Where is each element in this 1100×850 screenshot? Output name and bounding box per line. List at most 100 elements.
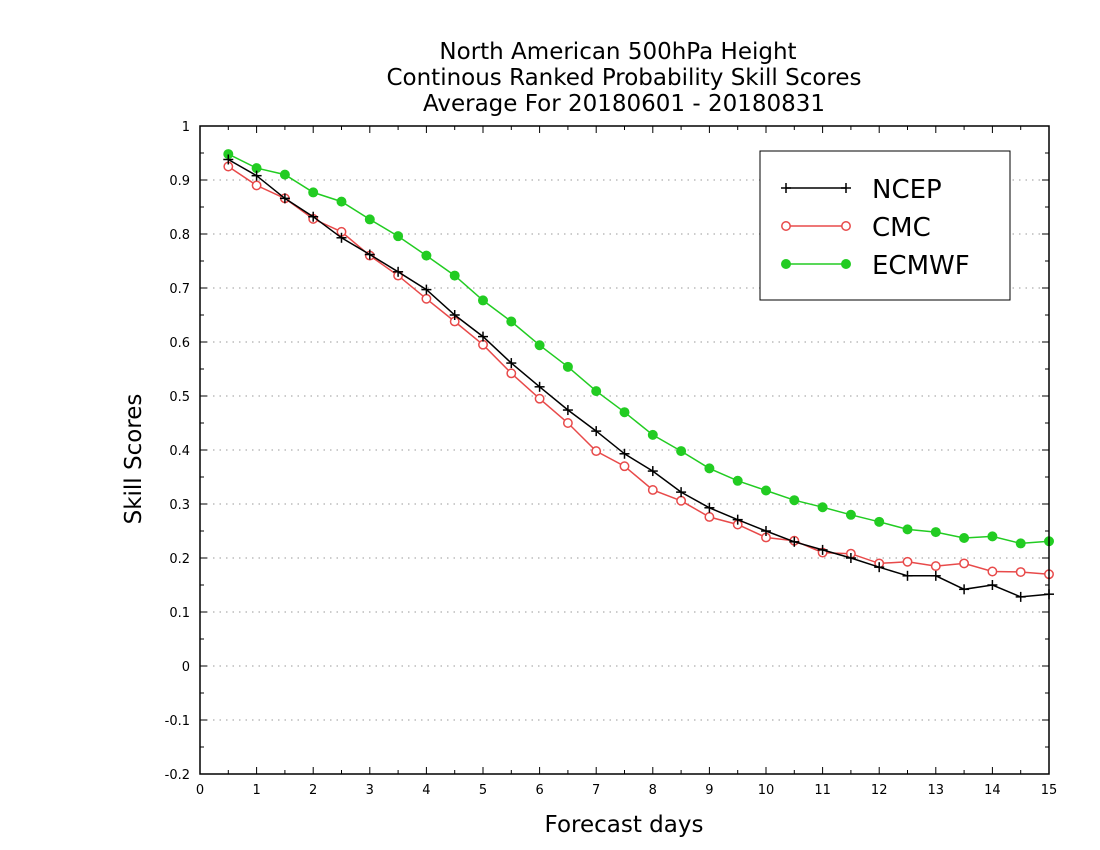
y-tick-label: 0.3 — [169, 498, 190, 513]
legend-marker — [781, 259, 791, 269]
chart-title-line-3: Average For 20180601 - 20180831 — [423, 91, 825, 117]
data-point-ecmwf — [619, 407, 630, 418]
legend-label: CMC — [872, 213, 931, 243]
data-point-ecmwf — [449, 270, 460, 281]
y-tick-label: 0.2 — [169, 552, 190, 567]
data-point-ncep — [704, 502, 715, 513]
data-point-ecmwf — [959, 533, 970, 544]
data-point-ncep — [1015, 591, 1026, 602]
data-point-cmc — [676, 495, 687, 506]
legend-label: ECMWF — [872, 251, 970, 281]
x-tick-label: 1 — [252, 783, 260, 798]
data-point-ncep — [279, 193, 290, 204]
y-tick-label: 0.4 — [169, 444, 190, 459]
data-point-ecmwf — [364, 214, 375, 225]
x-tick-label: 5 — [479, 783, 487, 798]
legend-entry-ncep: NCEP — [781, 175, 942, 205]
data-point-ncep — [845, 553, 856, 563]
x-tick-label: 10 — [758, 783, 775, 798]
x-tick-label: 15 — [1041, 783, 1058, 798]
data-point-cmc — [251, 180, 262, 191]
data-point-ncep — [817, 544, 828, 555]
data-point-cmc — [534, 393, 545, 404]
data-point-ncep — [789, 536, 800, 547]
data-point-ecmwf — [987, 531, 998, 542]
legend-marker — [841, 221, 851, 231]
data-point-ecmwf — [845, 509, 856, 520]
data-point-ncep — [647, 466, 658, 477]
data-point-cmc — [619, 461, 630, 472]
data-point-cmc — [959, 558, 970, 569]
x-tick-label: 14 — [984, 783, 1001, 798]
data-point-cmc — [647, 485, 658, 495]
data-point-ncep — [478, 331, 488, 342]
y-tick-label: 0.8 — [169, 228, 190, 243]
data-point-cmc — [704, 512, 715, 522]
data-point-ncep — [393, 266, 404, 277]
data-point-ecmwf — [704, 463, 715, 474]
x-tick-label: 8 — [649, 783, 657, 798]
data-point-ncep — [251, 170, 262, 181]
data-point-cmc — [902, 556, 913, 567]
data-point-ecmwf — [393, 231, 404, 242]
data-point-ncep — [364, 249, 375, 260]
legend-entry-cmc: CMC — [781, 213, 931, 243]
data-point-cmc — [1015, 567, 1026, 577]
data-point-ncep — [874, 562, 885, 573]
series-layer — [223, 149, 1054, 602]
data-point-ncep — [591, 426, 602, 437]
data-point-ncep — [676, 487, 687, 498]
data-point-ncep — [506, 358, 517, 369]
x-tick-label: 7 — [592, 783, 600, 798]
legend-marker — [841, 259, 851, 269]
y-tick-label: 0.6 — [169, 336, 190, 351]
data-point-ncep — [449, 310, 460, 320]
data-point-ecmwf — [817, 502, 828, 513]
x-axis-label: Forecast days — [545, 812, 704, 838]
data-point-ncep — [223, 154, 234, 165]
data-point-ncep — [336, 232, 347, 243]
y-tick-label: -0.1 — [165, 714, 190, 729]
data-point-ncep — [902, 570, 913, 581]
legend-marker — [781, 221, 791, 231]
data-point-ncep — [308, 211, 319, 222]
legend-marker — [841, 183, 851, 193]
data-point-cmc — [421, 293, 432, 304]
data-point-ecmwf — [308, 187, 319, 198]
chart-title-line-2: Continous Ranked Probability Skill Score… — [386, 65, 861, 91]
data-point-ncep — [761, 526, 771, 536]
x-tick-label: 12 — [871, 783, 888, 798]
legend: NCEP CMC ECMWF — [759, 150, 1011, 301]
y-tick-label: 0.5 — [169, 390, 190, 405]
data-point-ecmwf — [279, 169, 290, 180]
x-tick-label: 6 — [535, 783, 543, 798]
data-point-cmc — [562, 418, 573, 428]
data-point-ecmwf — [562, 361, 573, 372]
data-point-ecmwf — [902, 524, 913, 535]
data-point-ecmwf — [478, 295, 488, 306]
y-axis-label: Skill Scores — [121, 394, 147, 525]
data-point-ecmwf — [534, 340, 545, 351]
y-tick-label: 0.9 — [169, 174, 190, 189]
y-tick-label: 0 — [182, 660, 190, 675]
data-point-ecmwf — [421, 250, 432, 261]
chart-title: North American 500hPa Height Continous R… — [386, 39, 861, 117]
data-point-ncep — [619, 448, 630, 459]
data-point-ncep — [987, 580, 998, 590]
y-axis: -0.2 -0.1 0 0.1 0.2 0.3 0.4 0.5 0.6 0.7 0.8 0.9 1 — [165, 120, 1049, 783]
x-tick-label: 11 — [814, 783, 831, 798]
data-point-ncep — [732, 514, 743, 525]
x-tick-label: 3 — [366, 783, 374, 798]
x-tick-label: 2 — [309, 783, 317, 798]
data-point-ncep — [421, 284, 432, 295]
y-tick-label: 0.1 — [169, 606, 190, 621]
data-point-ncep — [930, 570, 941, 581]
legend-label: NCEP — [872, 175, 942, 205]
legend-marker — [781, 183, 791, 193]
data-point-ecmwf — [336, 196, 347, 207]
data-point-cmc — [987, 566, 998, 577]
y-tick-label: 0.7 — [169, 282, 190, 297]
data-point-ecmwf — [591, 386, 602, 397]
chart-title-line-1: North American 500hPa Height — [439, 39, 796, 65]
data-point-ecmwf — [930, 527, 941, 538]
